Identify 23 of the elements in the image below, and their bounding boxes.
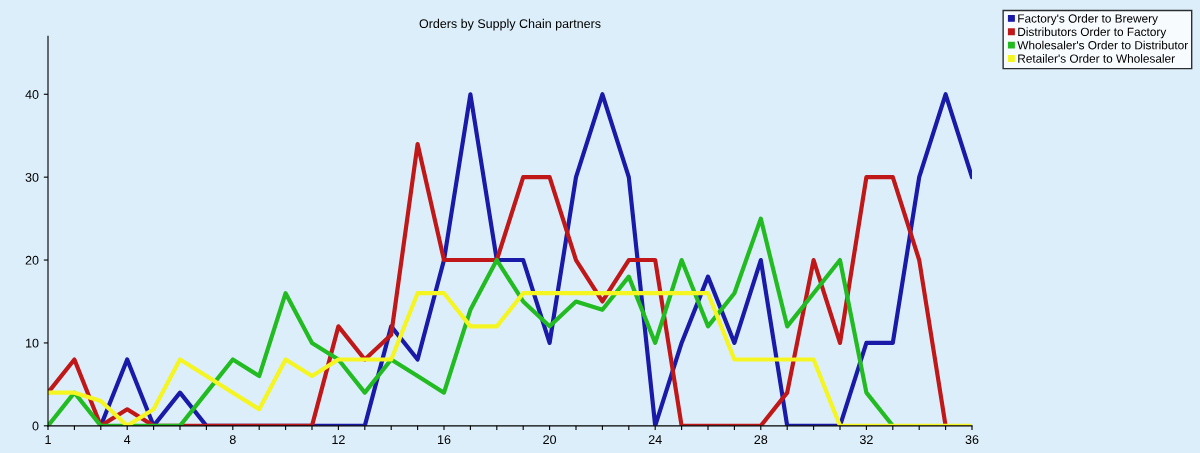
line-series bbox=[98, 92, 972, 426]
legend-label: Wholesaler's Order to Distributor bbox=[1017, 40, 1188, 50]
x-tick-label: 12 bbox=[332, 435, 345, 444]
line-series bbox=[48, 216, 895, 426]
legend-label: Factory's Order to Brewery bbox=[1018, 13, 1158, 25]
x-tick-label: 1 bbox=[45, 435, 51, 444]
x-tick-label: 4 bbox=[124, 435, 131, 444]
chart-title: Orders by Supply Chain partners bbox=[419, 18, 601, 31]
x-tick-label: 8 bbox=[229, 435, 236, 445]
legend-label: Distributors Order to Factory bbox=[1018, 27, 1167, 39]
x-tick-label: 36 bbox=[965, 435, 979, 445]
x-tick-label: 32 bbox=[859, 435, 873, 445]
y-tick-label: 40 bbox=[25, 90, 39, 99]
x-tick-label: 28 bbox=[754, 435, 768, 445]
x-tick-label: 24 bbox=[648, 435, 662, 444]
x-tick-label: 20 bbox=[543, 435, 557, 445]
y-tick-label: 10 bbox=[26, 338, 39, 348]
x-tick-label: 16 bbox=[438, 435, 451, 445]
y-tick-label: 20 bbox=[25, 255, 39, 265]
y-tick-label: 30 bbox=[25, 172, 39, 182]
legend-label: Retailer's Order to Wholesaler bbox=[1018, 54, 1175, 63]
line-series bbox=[48, 141, 948, 426]
y-tick-label: 0 bbox=[32, 421, 39, 431]
